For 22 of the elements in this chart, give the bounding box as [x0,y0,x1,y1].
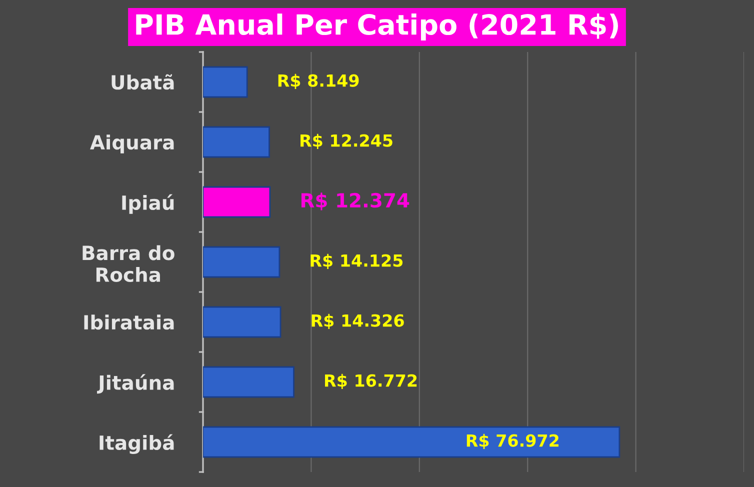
bar [203,126,270,158]
data-label: R$ 8.149 [278,74,359,90]
bar [203,186,271,218]
bar [203,366,294,398]
data-label: R$ 14.125 [310,254,403,270]
bar [203,306,282,338]
bar [203,66,248,98]
y-tick-label: Ipiaú [122,194,174,214]
data-label: R$ 12.374 [301,192,410,210]
data-label: R$ 76.972 [466,434,558,450]
bar [203,426,620,458]
y-tick-label: Itagibá [100,434,174,454]
bar [203,246,280,278]
y-tick-label: Ubatã [112,74,174,90]
chart-title: PIB Anual Per Catipo (2021 R$) [136,14,618,40]
y-tick-label: Barra do Rocha [82,245,174,282]
y-tick-label: Jitaúna [97,374,174,394]
y-tick-label: Aiquara [90,134,174,154]
data-label: R$ 14.326 [312,314,404,330]
data-label: R$ 16.772 [325,374,417,390]
y-tick-label: Ibirataia [84,314,174,330]
data-label: R$ 12.245 [300,134,392,150]
